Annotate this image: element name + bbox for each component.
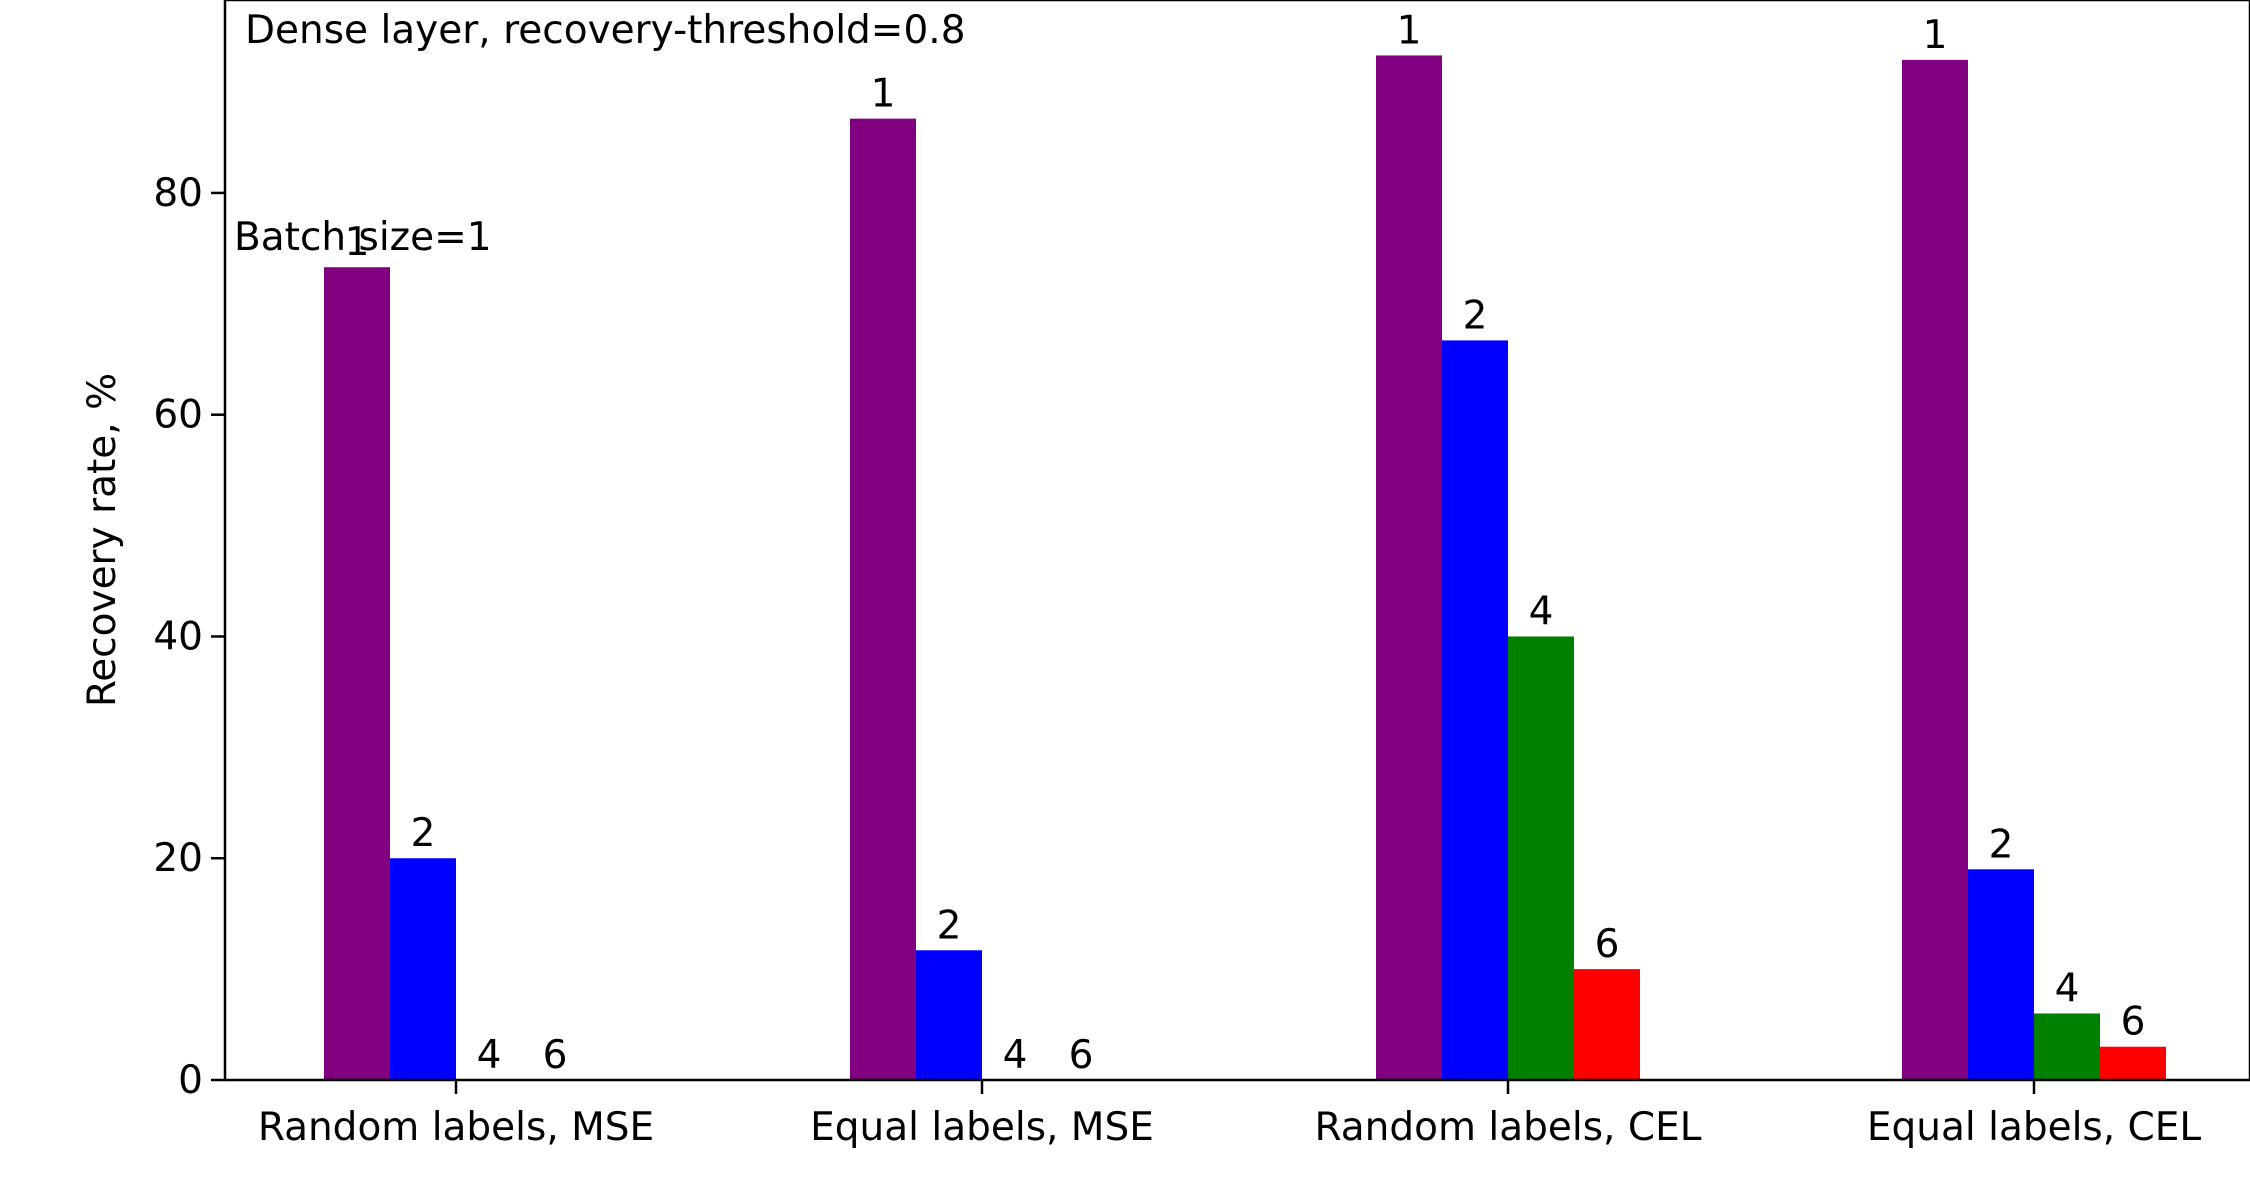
- bar-label-6-cat-0: 6: [543, 1033, 568, 1078]
- bar-label-2-cat-3: 2: [1989, 822, 2014, 867]
- bar-1-cat-2: [1376, 55, 1442, 1080]
- bar-2-cat-0: [390, 858, 456, 1080]
- bar-2-cat-2: [1442, 340, 1508, 1081]
- bar-1-cat-1: [850, 118, 916, 1080]
- bar-label-6-cat-2: 6: [1595, 922, 1620, 967]
- bar-label-4-cat-1: 4: [1003, 1033, 1028, 1078]
- bar-2-cat-3: [1968, 869, 2034, 1080]
- y-tick-label: 0: [178, 1058, 203, 1103]
- y-tick-label: 60: [153, 393, 203, 438]
- x-tick-label: Equal labels, CEL: [1867, 1105, 2202, 1150]
- bar-4-cat-3: [2034, 1013, 2100, 1080]
- plot-frame: [223, 0, 2250, 1082]
- x-tick-label: Equal labels, MSE: [810, 1105, 1154, 1150]
- bar-label-2-cat-1: 2: [937, 903, 962, 948]
- bar-label-4-cat-2: 4: [1529, 589, 1554, 634]
- bar-label-4-cat-0: 4: [477, 1033, 502, 1078]
- bar-2-cat-1: [916, 950, 982, 1080]
- bar-6-cat-3: [2100, 1046, 2166, 1080]
- bar-4-cat-2: [1508, 636, 1574, 1080]
- y-tick-label: 40: [153, 614, 203, 659]
- x-axis: Random labels, MSE Equal labels, MSE Rando…: [258, 1080, 2202, 1150]
- bar-label-2-cat-0: 2: [411, 811, 436, 856]
- y-axis: 0 20 40 60 80: [153, 171, 225, 1103]
- bar-6-cat-2: [1574, 969, 1640, 1080]
- y-tick-label: 20: [153, 836, 203, 881]
- x-tick-label: Random labels, MSE: [258, 1105, 654, 1150]
- bar-label-1-cat-2: 1: [1397, 8, 1422, 53]
- y-axis-title: Recovery rate, %: [80, 373, 125, 707]
- bar-label-6-cat-1: 6: [1069, 1033, 1094, 1078]
- bar-label-6-cat-3: 6: [2121, 1000, 2146, 1045]
- bar-1-cat-3: [1902, 59, 1968, 1081]
- batch-size-annotation: Batch size=1: [234, 215, 492, 260]
- bar-label-2-cat-2: 2: [1463, 293, 1488, 338]
- bar-label-1-cat-3: 1: [1923, 13, 1948, 58]
- chart-annotation: Dense layer, recovery-threshold=0.8: [245, 8, 966, 53]
- bar-1-cat-0: [324, 267, 390, 1081]
- bar-label-4-cat-3: 4: [2055, 966, 2080, 1011]
- y-tick-label: 80: [153, 171, 203, 216]
- bar-label-1-cat-1: 1: [871, 72, 896, 117]
- x-tick-label: Random labels, CEL: [1315, 1105, 1702, 1150]
- bars-layer: [324, 55, 2166, 1081]
- bar-label-1-cat-0: 1: [345, 220, 370, 265]
